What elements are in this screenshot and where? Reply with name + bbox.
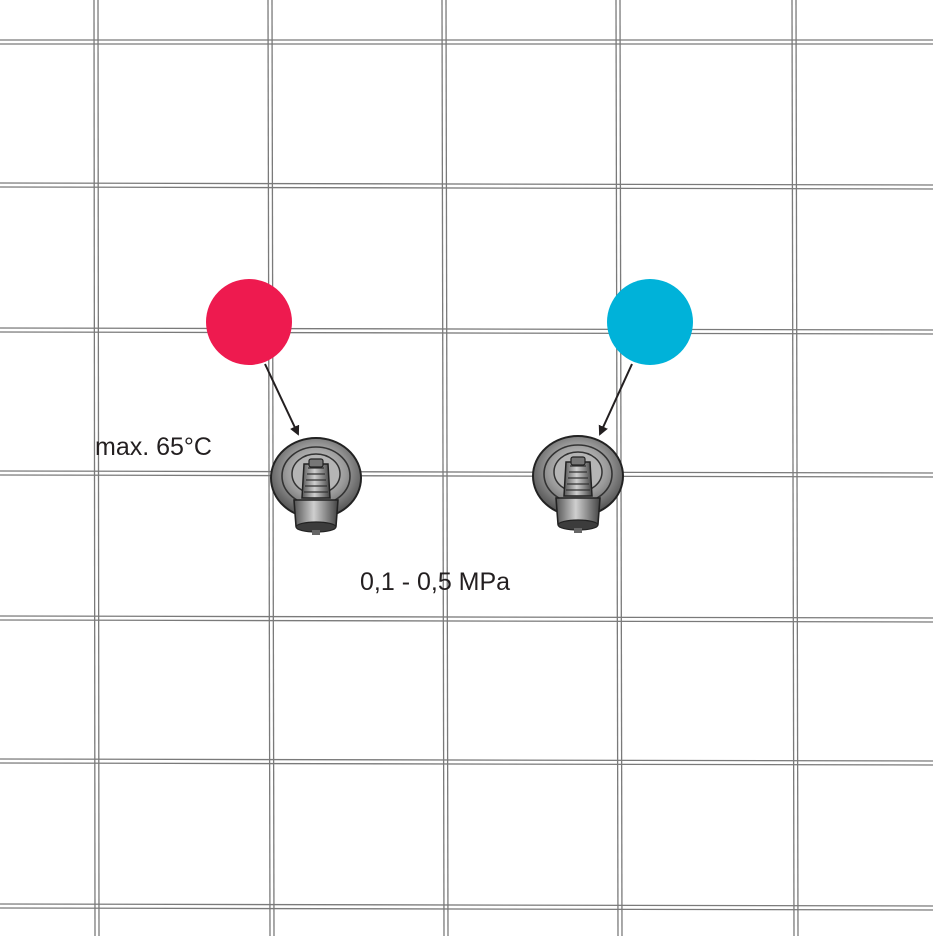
- arrow-icon: [598, 363, 633, 436]
- max-temperature-label: max. 65°C: [95, 433, 212, 461]
- pressure-range-label: 0,1 - 0,5 MPa: [360, 568, 511, 596]
- angle-valve-icon: [270, 437, 362, 535]
- grout-vertical: [93, 0, 799, 936]
- cold-water-dot: [607, 279, 693, 365]
- angle-valve-icon: [532, 435, 624, 533]
- hot-water-dot: [206, 279, 292, 365]
- arrow-icon: [264, 363, 300, 436]
- grout-horizontal: [0, 39, 933, 911]
